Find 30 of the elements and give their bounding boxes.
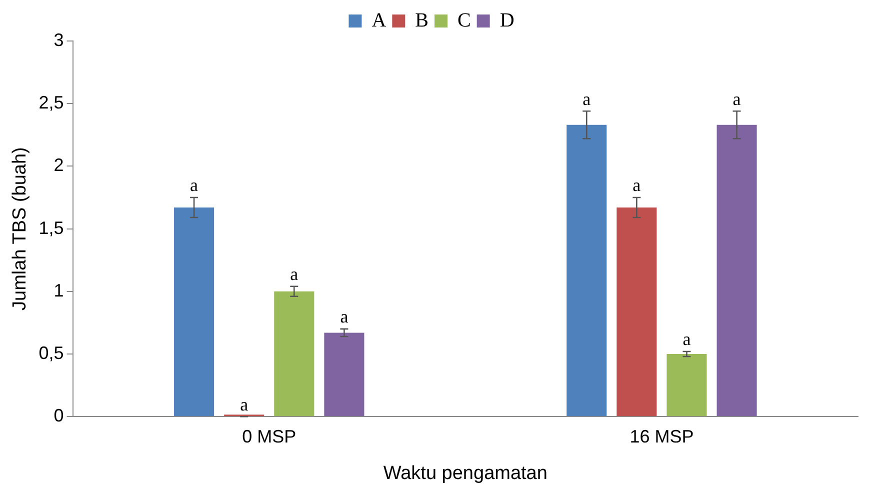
legend-label: C <box>458 9 471 32</box>
y-tick-label: 3 <box>54 30 64 50</box>
bar <box>566 124 607 416</box>
data-label: a <box>582 88 591 109</box>
y-tick-label: 2,5 <box>38 92 64 113</box>
x-axis-title: Waktu pengamatan <box>383 462 548 484</box>
y-tick-label: 1,5 <box>38 218 64 238</box>
y-tick-label: 1 <box>54 280 64 300</box>
bar <box>616 208 657 416</box>
y-tick-label: 0 <box>54 406 64 426</box>
data-label: a <box>632 175 641 196</box>
data-label: a <box>190 175 198 196</box>
x-tick-label: 0 MSP <box>242 426 296 446</box>
bar <box>716 124 757 416</box>
bar <box>274 291 314 416</box>
legend-label: B <box>415 9 429 32</box>
y-tick-label: 2 <box>54 155 64 176</box>
x-tick-label: 16 MSP <box>630 426 694 446</box>
bar <box>324 332 364 416</box>
data-label: a <box>240 394 248 414</box>
data-label: a <box>340 306 348 327</box>
y-tick-label: 0,5 <box>38 342 64 363</box>
y-axis-title: Jumlah TBS (buah) <box>10 147 31 310</box>
bar <box>174 208 214 416</box>
data-label: a <box>290 264 298 284</box>
data-label: a <box>732 88 741 109</box>
legend-label: D <box>500 9 514 32</box>
data-label: a <box>682 329 691 350</box>
legend-label: A <box>372 9 387 32</box>
bar <box>666 354 707 416</box>
